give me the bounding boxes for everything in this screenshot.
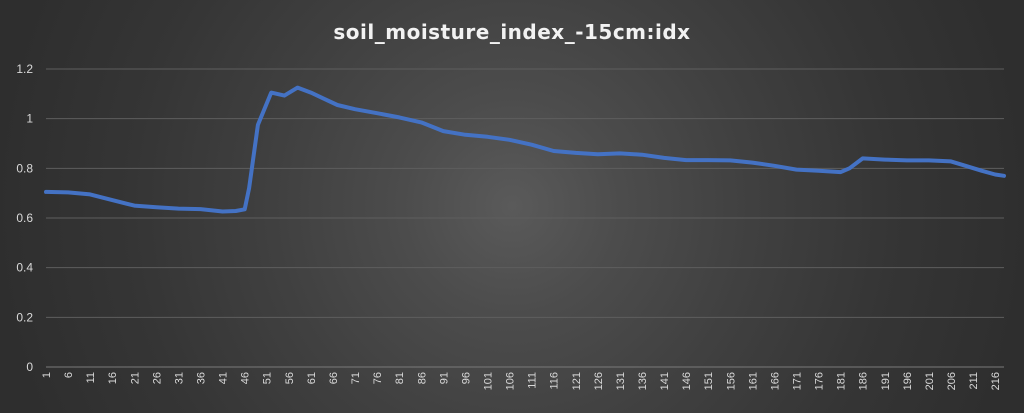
gridlines <box>46 68 1004 368</box>
y-tick-label: 0.2 <box>16 310 33 324</box>
x-tick-label: 1 <box>41 372 53 378</box>
x-tick-label: 181 <box>836 372 848 390</box>
x-tick-label: 151 <box>703 372 715 390</box>
y-tick-label: 0.4 <box>16 261 33 275</box>
x-tick-label: 201 <box>924 372 936 390</box>
x-tick-label: 126 <box>593 372 605 390</box>
chart-title: soil_moisture_index_-15cm:idx <box>333 20 690 44</box>
x-tick-label: 61 <box>306 372 318 384</box>
x-axis-ticks: 1 6 11 16 21 26 31 36 41 46 51 56 61 66 71 76 81 86 91 96 10… <box>41 372 1002 390</box>
y-tick-label: 0.6 <box>16 211 33 225</box>
x-tick-label: 81 <box>394 372 406 384</box>
x-tick-label: 41 <box>218 372 230 384</box>
x-tick-label: 66 <box>328 372 340 384</box>
series-layer <box>44 85 1006 214</box>
x-tick-label: 176 <box>814 372 826 390</box>
x-tick-label: 6 <box>63 372 75 378</box>
x-tick-label: 156 <box>725 372 737 390</box>
x-tick-label: 31 <box>173 372 185 384</box>
x-tick-label: 111 <box>527 372 539 389</box>
y-tick-label: 0 <box>26 360 33 374</box>
x-tick-label: 86 <box>416 372 428 384</box>
x-tick-label: 206 <box>946 372 958 390</box>
x-tick-label: 146 <box>681 372 693 390</box>
x-tick-label: 196 <box>902 372 914 390</box>
x-tick-label: 46 <box>240 372 252 384</box>
y-tick-label: 0.8 <box>16 161 33 175</box>
x-tick-label: 101 <box>482 372 494 390</box>
x-tick-label: 141 <box>659 372 671 390</box>
x-tick-label: 56 <box>284 372 296 384</box>
x-tick-label: 11 <box>85 372 97 383</box>
x-tick-label: 116 <box>549 372 561 390</box>
x-tick-label: 186 <box>858 372 870 390</box>
y-tick-label: 1.2 <box>16 62 33 76</box>
x-tick-label: 71 <box>350 372 362 384</box>
x-tick-label: 51 <box>262 372 274 384</box>
x-tick-label: 131 <box>615 372 627 390</box>
x-tick-label: 136 <box>637 372 649 390</box>
x-tick-label: 106 <box>505 372 517 390</box>
x-tick-label: 76 <box>372 372 384 384</box>
series-line <box>44 85 1006 214</box>
x-tick-label: 121 <box>571 372 583 390</box>
x-tick-label: 26 <box>151 372 163 384</box>
x-tick-label: 166 <box>769 372 781 390</box>
x-tick-label: 171 <box>792 372 804 390</box>
y-axis-ticks: 0 0.2 0.4 0.6 0.8 1 1.2 <box>16 62 33 374</box>
x-tick-label: 96 <box>460 372 472 384</box>
x-tick-label: 21 <box>129 372 141 384</box>
x-tick-label: 216 <box>990 372 1002 390</box>
x-tick-label: 161 <box>747 372 759 390</box>
x-tick-label: 191 <box>880 372 892 390</box>
x-tick-label: 211 <box>968 372 980 390</box>
y-tick-label: 1 <box>26 112 33 126</box>
x-tick-label: 91 <box>438 372 450 384</box>
x-tick-label: 36 <box>196 372 208 384</box>
x-tick-label: 16 <box>107 372 119 384</box>
